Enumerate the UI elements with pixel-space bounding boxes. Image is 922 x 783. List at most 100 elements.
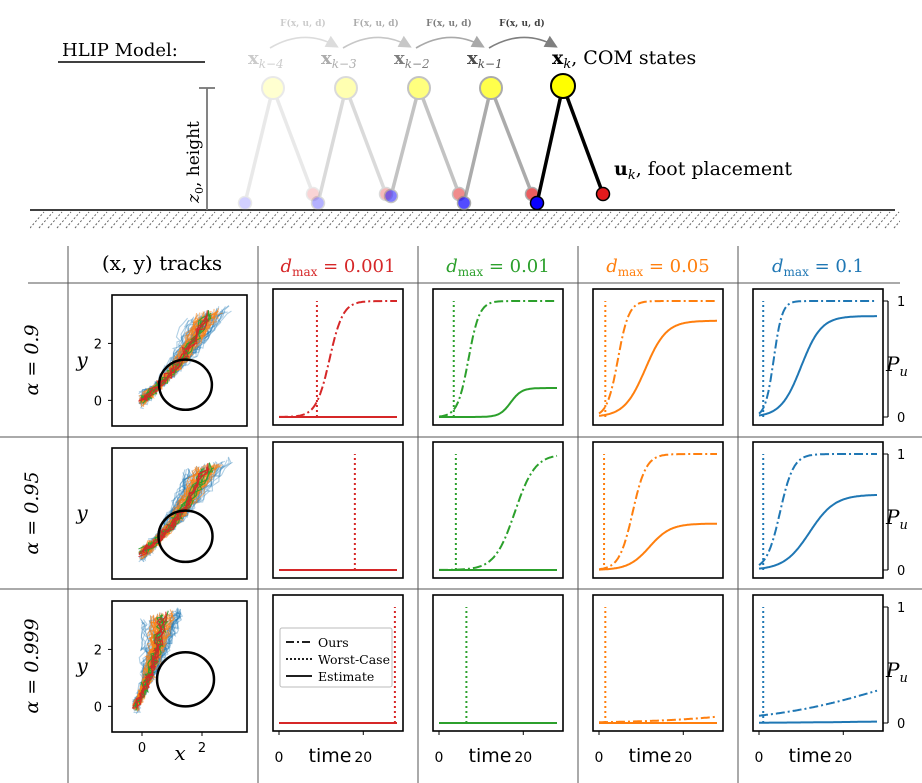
obstacle-circle bbox=[157, 358, 214, 412]
panel-frame bbox=[592, 441, 724, 579]
time-tick-label: 0 bbox=[755, 750, 764, 766]
time-label: time bbox=[469, 745, 512, 767]
hatch-mark bbox=[353, 211, 369, 229]
hatch-mark bbox=[227, 211, 243, 229]
ours-line bbox=[598, 453, 717, 571]
results-grid: (x, y) tracks dmax = 0.001 dmax = 0.01 dma… bbox=[0, 246, 922, 783]
probability-panel bbox=[592, 441, 724, 579]
header-subscript: max bbox=[292, 265, 318, 279]
hlip-title: HLIP Model: bbox=[62, 40, 178, 61]
hatch-mark bbox=[434, 211, 450, 229]
hatch-mark bbox=[659, 211, 675, 229]
pendulum bbox=[529, 73, 611, 211]
hatch-mark bbox=[839, 211, 855, 229]
hatch-mark bbox=[461, 211, 477, 229]
stance-foot bbox=[310, 195, 326, 211]
right-tick-label: 0 bbox=[897, 411, 905, 426]
track-line bbox=[138, 317, 207, 402]
hatch-mark bbox=[857, 211, 873, 229]
y-tick-label: 2 bbox=[94, 643, 102, 658]
hatch-mark bbox=[533, 211, 549, 229]
stance-foot bbox=[383, 188, 399, 204]
panel-frame bbox=[432, 441, 564, 579]
hatch-mark bbox=[749, 211, 765, 229]
transition-label: F(x, u, d) bbox=[280, 18, 326, 29]
column-header: dmax = 0.001 bbox=[281, 256, 396, 279]
probability-panel bbox=[592, 288, 724, 426]
p-u-label: Pu bbox=[885, 505, 908, 533]
swing-foot bbox=[595, 186, 611, 202]
transition: F(x, u, d) bbox=[488, 18, 558, 49]
stance-foot bbox=[456, 195, 472, 211]
hatch-mark bbox=[758, 211, 774, 229]
hatch-mark bbox=[146, 211, 162, 229]
panel-frame bbox=[111, 294, 248, 427]
x-tick-label: 2 bbox=[198, 741, 206, 756]
time-tick-label: 20 bbox=[354, 750, 372, 766]
panel-frame bbox=[592, 288, 724, 426]
panel-frame bbox=[752, 288, 884, 426]
hatch-mark bbox=[335, 211, 351, 229]
probability-panel bbox=[592, 594, 724, 732]
hatch-mark bbox=[362, 211, 378, 229]
track-line bbox=[141, 470, 200, 555]
hatch-mark bbox=[668, 211, 684, 229]
hatch-mark bbox=[524, 211, 540, 229]
hatch-mark bbox=[371, 211, 387, 229]
pendulum-sequence: xk−4 xk−3 xk−2 xk−1F(x, u, d) F(x, u, d) F(x,… bbox=[237, 18, 611, 211]
hatch-mark bbox=[488, 211, 504, 229]
track-lines bbox=[131, 607, 184, 715]
hatch-mark bbox=[722, 211, 738, 229]
hatch-mark bbox=[560, 211, 576, 229]
p-subscript: u bbox=[899, 518, 907, 533]
x-tick-label: 0 bbox=[138, 741, 146, 756]
column-header: dmax = 0.05 bbox=[606, 256, 709, 279]
hatch-mark bbox=[830, 211, 846, 229]
panel-frame bbox=[111, 600, 248, 733]
right-tick-label: 0 bbox=[897, 564, 905, 579]
hatch-mark bbox=[119, 211, 135, 229]
track-line bbox=[139, 462, 214, 555]
hatch-mark bbox=[794, 211, 810, 229]
stance-foot bbox=[237, 195, 253, 211]
p-subscript: u bbox=[899, 671, 907, 686]
ours-line bbox=[758, 300, 877, 415]
hatch-mark bbox=[605, 211, 621, 229]
panel-frame bbox=[592, 594, 724, 732]
hatch-mark bbox=[92, 211, 108, 229]
swing-leg bbox=[271, 87, 315, 195]
hatch-mark bbox=[281, 211, 297, 229]
header-symbol: d bbox=[281, 256, 293, 277]
panel-frame bbox=[752, 441, 884, 579]
probability-panels bbox=[272, 288, 884, 732]
probability-panel bbox=[752, 441, 884, 579]
past-state-label: xk−3 bbox=[321, 48, 357, 71]
right-tick-label: 1 bbox=[897, 601, 905, 616]
hatch-mark bbox=[101, 211, 117, 229]
time-tick-label: 0 bbox=[595, 750, 604, 766]
transition: F(x, u, d) bbox=[342, 18, 412, 49]
header-value: = 0.01 bbox=[483, 256, 550, 277]
com-mass bbox=[334, 76, 358, 100]
hatch-mark bbox=[416, 211, 432, 229]
stance-leg bbox=[316, 87, 348, 204]
hatch-mark bbox=[740, 211, 756, 229]
y-tick-label: 0 bbox=[94, 700, 102, 715]
hatch-mark bbox=[398, 211, 414, 229]
hatch-mark bbox=[776, 211, 792, 229]
legend-label: Ours bbox=[318, 635, 349, 650]
transition-label: F(x, u, d) bbox=[353, 18, 399, 29]
stance-leg bbox=[535, 85, 565, 204]
state-symbol: x bbox=[248, 48, 259, 69]
hatch-mark bbox=[317, 211, 333, 229]
hatch-mark bbox=[389, 211, 405, 229]
state-symbol: x bbox=[321, 48, 332, 69]
hatch-mark bbox=[164, 211, 180, 229]
track-y-label: y bbox=[75, 654, 88, 678]
ours-line bbox=[758, 453, 877, 566]
